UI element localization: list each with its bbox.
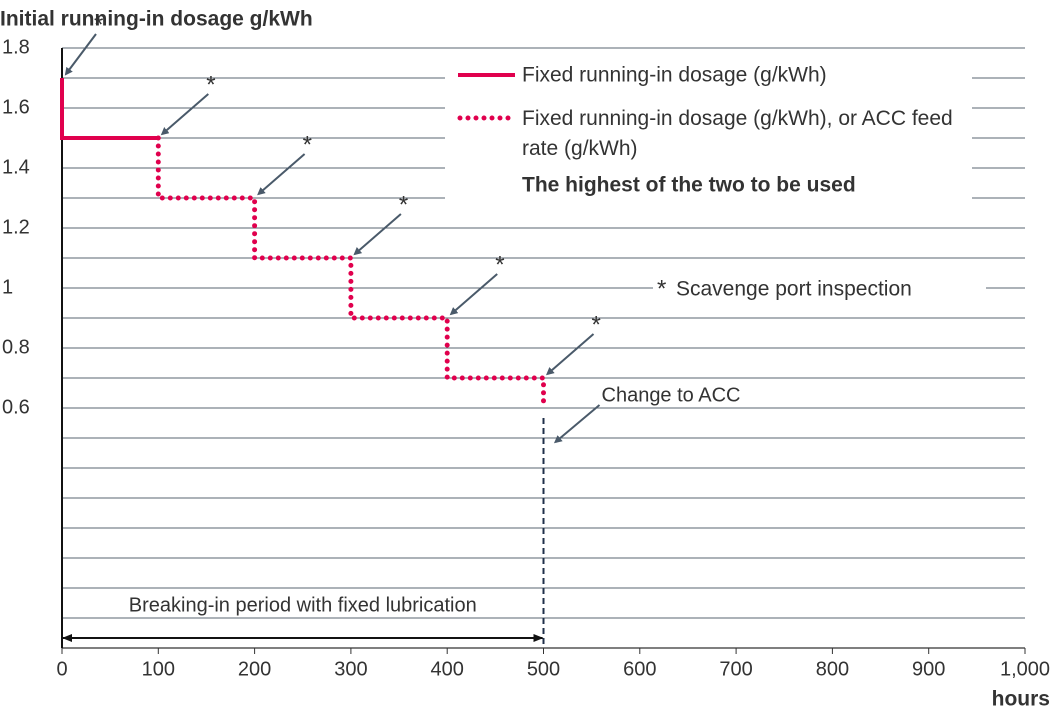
inspection-marker: * bbox=[94, 11, 103, 38]
y-tick-label: 1.8 bbox=[2, 36, 30, 58]
x-tick-label: 200 bbox=[238, 658, 271, 680]
x-tick-label: 600 bbox=[623, 658, 656, 680]
legend-label: Fixed running-in dosage (g/kWh), or ACC … bbox=[522, 107, 953, 160]
x-tick-label: 800 bbox=[816, 658, 849, 680]
note-marker: * bbox=[657, 275, 666, 302]
x-tick-label: 1,000 bbox=[1000, 658, 1050, 680]
annotation-label: Breaking-in period with fixed lubricatio… bbox=[129, 594, 477, 616]
series-line bbox=[155, 135, 546, 411]
y-tick-label: 1.2 bbox=[2, 216, 30, 238]
inspection-marker: * bbox=[495, 251, 504, 278]
y-tick-label: 1 bbox=[2, 276, 13, 298]
x-tick-label: 0 bbox=[56, 658, 67, 680]
y-tick-label: 1.4 bbox=[2, 156, 30, 178]
marker-arrow bbox=[545, 333, 595, 376]
x-tick-label: 400 bbox=[431, 658, 464, 680]
marker-arrow bbox=[449, 273, 498, 316]
inspection-marker: * bbox=[399, 191, 408, 218]
y-tick-label: 1.6 bbox=[2, 96, 30, 118]
marker-arrow bbox=[353, 213, 402, 256]
marker-arrow bbox=[160, 93, 209, 136]
x-tick-label: 100 bbox=[142, 658, 175, 680]
x-tick-label: 900 bbox=[912, 658, 945, 680]
inspection-marker: * bbox=[303, 131, 312, 158]
marker-arrow bbox=[257, 153, 306, 196]
legend-box bbox=[445, 56, 972, 206]
inspection-marker: * bbox=[592, 311, 601, 338]
y-tick-label: 0.8 bbox=[2, 336, 30, 358]
x-tick-label: 300 bbox=[334, 658, 367, 680]
legend-label: Fixed running-in dosage (g/kWh) bbox=[522, 64, 827, 87]
legend-note: The highest of the two to be used bbox=[522, 174, 856, 197]
note-label: Scavenge port inspection bbox=[676, 278, 912, 301]
x-axis-title: hours bbox=[992, 688, 1050, 711]
series-line bbox=[60, 78, 159, 140]
annotation-label: Change to ACC bbox=[602, 384, 741, 406]
y-axis-title: Initial running-in dosage g/kWh bbox=[0, 8, 313, 31]
inspection-marker: * bbox=[206, 71, 215, 98]
annotation-arrow bbox=[553, 404, 601, 444]
note-box bbox=[653, 274, 986, 304]
x-tick-label: 500 bbox=[527, 658, 560, 680]
marker-arrow bbox=[64, 33, 97, 76]
y-tick-label: 0.6 bbox=[2, 396, 30, 418]
x-tick-label: 700 bbox=[719, 658, 752, 680]
